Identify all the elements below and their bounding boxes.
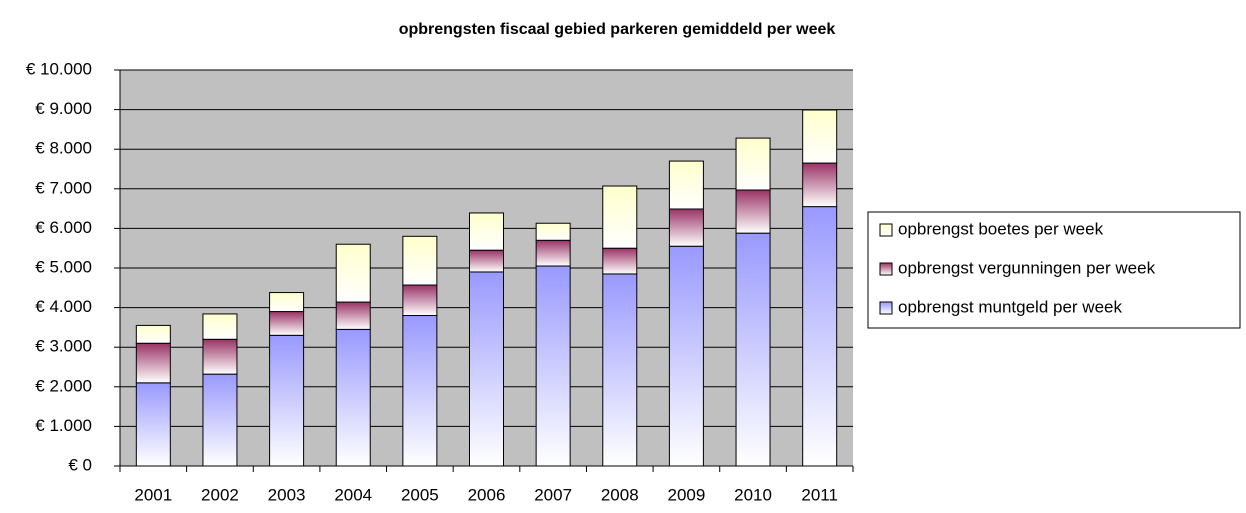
y-tick-label: € 7.000 xyxy=(35,178,92,197)
x-tick-label: 2005 xyxy=(401,485,439,504)
y-tick-label: € 4.000 xyxy=(35,297,92,316)
legend-swatch xyxy=(879,301,893,315)
bar-segment xyxy=(735,232,771,467)
x-tick-label: 2004 xyxy=(334,485,372,504)
bar-segment xyxy=(402,235,438,286)
bar-segment xyxy=(802,109,838,164)
y-tick-label: € 3.000 xyxy=(35,337,92,356)
bar-segment xyxy=(135,382,171,467)
bar-segment xyxy=(535,222,571,241)
y-tick-label: € 6.000 xyxy=(35,218,92,237)
x-tick-label: 2009 xyxy=(667,485,705,504)
bar-segment xyxy=(202,313,238,340)
bar-segment xyxy=(602,273,638,467)
bar-segment xyxy=(802,162,838,208)
bar-segment xyxy=(668,208,704,247)
legend-label: opbrengst boetes per week xyxy=(898,219,1104,238)
bar-segment xyxy=(202,338,238,375)
bar-segment xyxy=(402,315,438,467)
bar-segment xyxy=(535,239,571,267)
y-tick-label: € 8.000 xyxy=(35,139,92,158)
chart-title: opbrengsten fiscaal gebied parkeren gemi… xyxy=(399,21,836,38)
bar-segment xyxy=(135,342,171,384)
bar-segment xyxy=(668,160,704,210)
bar-segment xyxy=(269,311,305,336)
bar-segment xyxy=(802,206,838,467)
x-tick-label: 2007 xyxy=(534,485,572,504)
x-tick-label: 2002 xyxy=(201,485,239,504)
x-tick-label: 2008 xyxy=(601,485,639,504)
bar-segment xyxy=(735,137,771,191)
legend-swatch xyxy=(879,223,893,237)
x-tick-label: 2011 xyxy=(801,485,838,504)
bar-segment xyxy=(335,328,371,467)
legend xyxy=(867,211,1241,329)
x-tick-label: 2003 xyxy=(268,485,306,504)
bar-segment xyxy=(602,185,638,249)
bar-segment xyxy=(469,271,504,467)
legend-swatch xyxy=(879,262,893,276)
bar-segment xyxy=(202,373,238,467)
y-tick-label: € 2.000 xyxy=(35,376,92,395)
bar-segment xyxy=(469,212,504,251)
y-tick-label: € 9.000 xyxy=(35,99,92,118)
y-tick-label: € 1.000 xyxy=(35,416,92,435)
bar-segment xyxy=(602,247,638,275)
bar-segment xyxy=(535,265,571,467)
x-tick-label: 2010 xyxy=(734,485,772,504)
x-tick-label: 2001 xyxy=(134,485,172,504)
bar-segment xyxy=(402,284,438,317)
bar-segment xyxy=(135,324,171,344)
legend-label: opbrengst vergunningen per week xyxy=(898,258,1156,277)
y-tick-label: € 0 xyxy=(68,455,92,474)
y-tick-label: € 5.000 xyxy=(35,257,92,276)
bar-segment xyxy=(335,301,371,330)
bar-segment xyxy=(668,245,704,467)
bar-segment xyxy=(469,249,504,273)
y-tick-label: € 10.000 xyxy=(26,59,92,78)
x-tick-label: 2006 xyxy=(468,485,506,504)
bar-segment xyxy=(269,334,305,467)
bar-segment xyxy=(335,243,371,303)
bar-segment xyxy=(269,292,305,313)
bar-segment xyxy=(735,189,771,234)
legend-label: opbrengst muntgeld per week xyxy=(898,297,1122,316)
